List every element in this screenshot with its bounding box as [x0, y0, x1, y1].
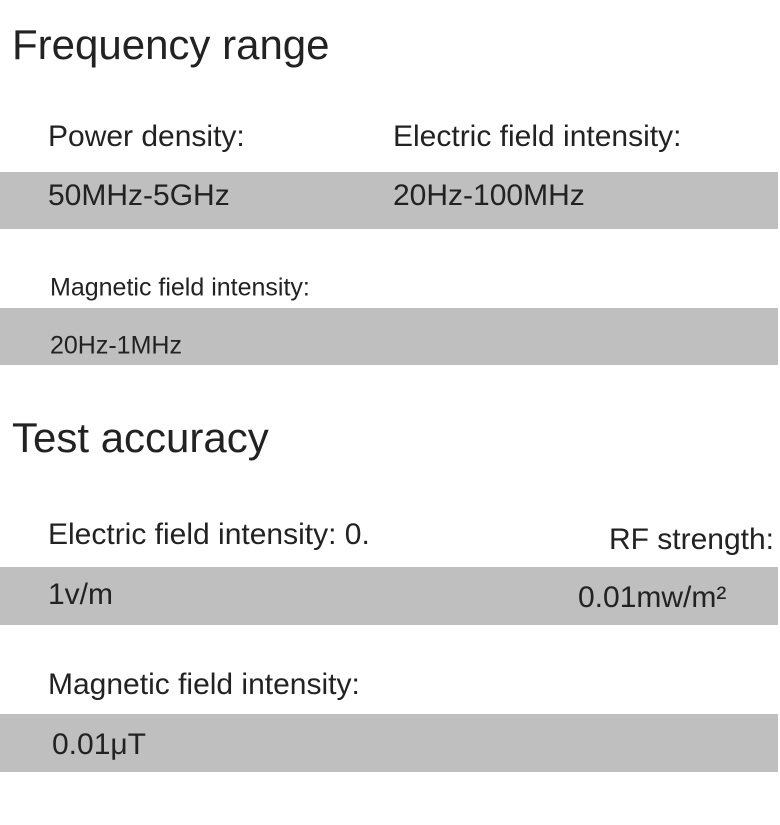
- value: 20Hz-1MHz: [50, 331, 182, 360]
- section-title: Frequency range: [12, 21, 330, 68]
- section-title: Test accuracy: [12, 414, 269, 461]
- label: Magnetic field intensity:: [48, 668, 360, 701]
- value-band: [0, 567, 778, 625]
- value-band: [0, 172, 778, 229]
- label: Power density:: [48, 120, 245, 153]
- value: 20Hz-100MHz: [393, 179, 585, 212]
- value: 1v/m: [48, 578, 114, 611]
- value: 50MHz-5GHz: [48, 179, 230, 212]
- value-band: [0, 714, 778, 772]
- label: Electric field intensity: 0.: [48, 518, 370, 551]
- label: RF strength:: [608, 523, 774, 556]
- value: 0.01μT: [52, 728, 146, 761]
- label: Electric field intensity:: [393, 120, 682, 153]
- label: Magnetic field intensity:: [50, 273, 310, 302]
- value-band: [0, 308, 778, 365]
- value: 0.01mw/m²: [578, 581, 727, 614]
